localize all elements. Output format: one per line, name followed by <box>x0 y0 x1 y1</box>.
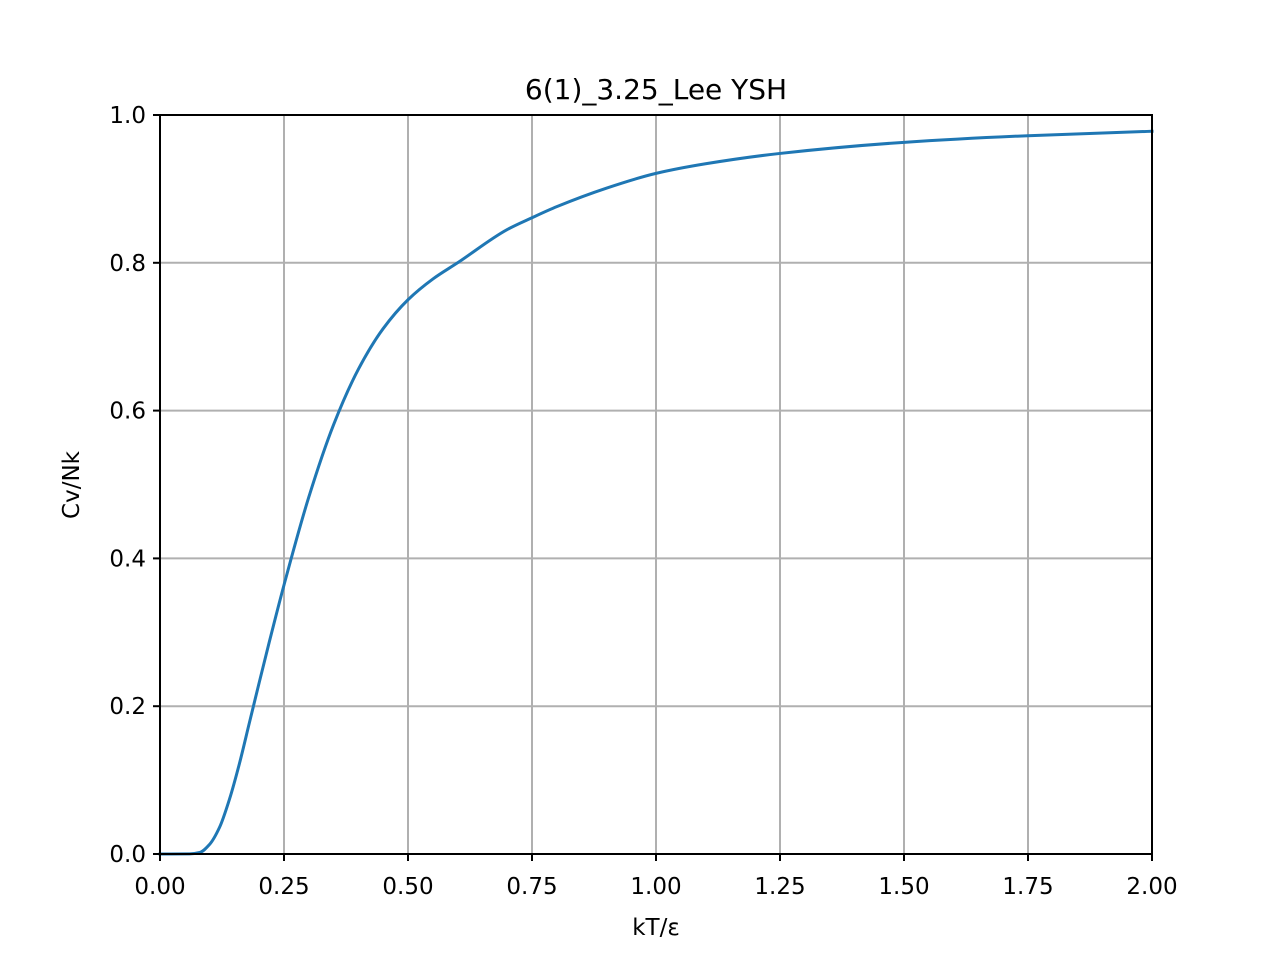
x-tick-label: 1.75 <box>1002 874 1053 900</box>
x-tick-label: 1.00 <box>630 874 681 900</box>
x-tick-label: 2.00 <box>1126 874 1177 900</box>
y-axis-label: Cv/Nk <box>59 450 85 519</box>
y-tick-label: 0.0 <box>109 842 146 868</box>
y-axis: 0.0 0.2 0.4 0.6 0.8 1.0 <box>109 103 160 868</box>
grid <box>159 114 1153 855</box>
x-tick-label: 1.50 <box>878 874 929 900</box>
x-axis: 0.00 0.25 0.50 0.75 1.00 1.25 1.50 1.75 2.00 <box>134 854 1178 900</box>
y-tick-label: 0.6 <box>109 399 146 425</box>
y-tick-label: 0.4 <box>109 546 146 572</box>
y-tick-label: 0.2 <box>109 694 146 720</box>
x-tick-label: 1.25 <box>754 874 805 900</box>
x-tick-label: 0.25 <box>258 874 309 900</box>
y-tick-label: 0.8 <box>109 251 146 277</box>
x-tick-label: 0.50 <box>382 874 433 900</box>
y-tick-label: 1.0 <box>109 103 146 129</box>
series-group <box>158 129 1154 856</box>
x-tick-label: 0.00 <box>134 874 185 900</box>
x-tick-label: 0.75 <box>506 874 557 900</box>
series-line-0 <box>158 129 1154 856</box>
chart-title: 6(1)_3.25_Lee YSH <box>525 73 787 106</box>
x-axis-label: kT/ε <box>632 915 680 941</box>
